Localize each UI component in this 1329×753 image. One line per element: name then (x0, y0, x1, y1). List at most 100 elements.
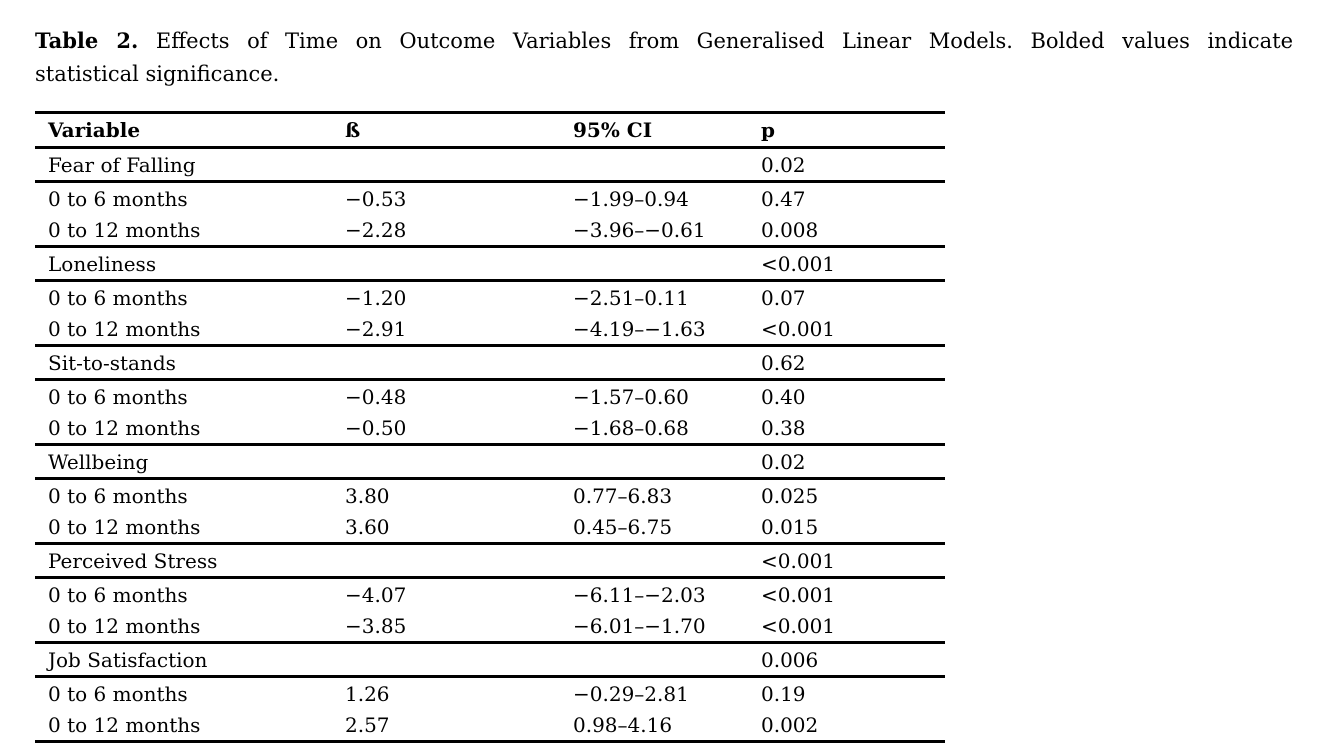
table-header-row: Variable ß 95% CI p (35, 113, 945, 148)
beta-cell: −0.48 (345, 384, 407, 409)
category-label: Loneliness (48, 251, 157, 276)
p-cell: <0.001 (761, 613, 836, 638)
header-beta: ß (345, 118, 361, 142)
ci-cell: −3.96–−0.61 (573, 217, 706, 242)
ci-cell-empty (573, 544, 761, 578)
header-ci: 95% CI (573, 118, 653, 142)
p-cell: 0.47 (761, 186, 806, 211)
category-row: Job Satisfaction 0.006 (35, 642, 945, 677)
variable-cell: 0 to 12 months (48, 415, 201, 440)
beta-cell: 1.26 (345, 681, 390, 706)
caption-text: Effects of Time on Outcome Variables fro… (155, 29, 1294, 53)
p-cell: 0.008 (761, 217, 819, 242)
header-variable: Variable (48, 118, 141, 142)
ci-cell-empty (573, 346, 761, 380)
beta-cell-empty (345, 445, 573, 479)
p-cell: 0.07 (761, 285, 806, 310)
p-cell: 0.62 (761, 350, 806, 375)
category-row: Perceived Stress <0.001 (35, 543, 945, 578)
p-cell: 0.025 (761, 483, 819, 508)
p-cell: 0.006 (761, 647, 819, 672)
beta-cell: −2.91 (345, 316, 407, 341)
p-cell: 0.02 (761, 152, 806, 177)
ci-cell: −0.29–2.81 (573, 681, 689, 706)
table-row: 0 to 6 months −0.53 −1.99–0.94 0.47 (35, 182, 945, 215)
p-cell: <0.001 (761, 548, 836, 573)
beta-cell: −1.20 (345, 285, 407, 310)
results-table: Variable ß 95% CI p Fear of Falling 0.02 0… (35, 111, 945, 743)
category-label: Wellbeing (48, 449, 149, 474)
category-row: Fear of Falling 0.02 (35, 147, 945, 182)
ci-cell: −4.19–−1.63 (573, 316, 706, 341)
beta-cell: −0.53 (345, 186, 407, 211)
p-cell: <0.001 (761, 251, 836, 276)
p-cell: 0.02 (761, 449, 806, 474)
beta-cell: 3.60 (345, 514, 390, 539)
table-row: 0 to 6 months −1.20 −2.51–0.11 0.07 (35, 281, 945, 314)
ci-cell-empty (573, 445, 761, 479)
beta-cell-empty (345, 247, 573, 281)
p-cell: 0.002 (761, 712, 819, 737)
variable-cell: 0 to 12 months (48, 514, 201, 539)
variable-cell: 0 to 6 months (48, 681, 188, 706)
p-cell: <0.001 (761, 316, 836, 341)
beta-cell: −3.85 (345, 613, 407, 638)
beta-cell: −0.50 (345, 415, 407, 440)
category-row: Loneliness <0.001 (35, 246, 945, 281)
caption-line-2: statistical significance. (35, 62, 280, 86)
table-row: 0 to 12 months 3.60 0.45–6.75 0.015 (35, 511, 945, 544)
table-row: 0 to 12 months −2.91 −4.19–−1.63 <0.001 (35, 313, 945, 346)
ci-cell: −1.57–0.60 (573, 384, 689, 409)
beta-cell: 3.80 (345, 483, 390, 508)
p-cell: 0.015 (761, 514, 819, 539)
ci-cell-empty (573, 247, 761, 281)
variable-cell: 0 to 6 months (48, 384, 188, 409)
beta-cell: 2.57 (345, 712, 390, 737)
p-cell: 0.38 (761, 415, 806, 440)
table-row: 0 to 6 months −4.07 −6.11–−2.03 <0.001 (35, 578, 945, 611)
table-row: 0 to 6 months −0.48 −1.57–0.60 0.40 (35, 380, 945, 413)
beta-cell: −4.07 (345, 582, 407, 607)
category-label: Job Satisfaction (48, 647, 208, 672)
category-label: Perceived Stress (48, 548, 218, 573)
table-body: Fear of Falling 0.02 0 to 6 months −0.53 −1.… (35, 147, 945, 742)
ci-cell-empty (573, 643, 761, 677)
ci-cell: 0.77–6.83 (573, 483, 673, 508)
variable-cell: 0 to 6 months (48, 483, 188, 508)
table-caption: Table 2. Effects of Time on Outcome Vari… (35, 24, 1293, 91)
p-cell: <0.001 (761, 582, 836, 607)
caption-label: Table 2. (35, 28, 139, 53)
ci-cell-empty (573, 148, 761, 182)
beta-cell: −2.28 (345, 217, 407, 242)
table-row: 0 to 6 months 1.26 −0.29–2.81 0.19 (35, 677, 945, 710)
variable-cell: 0 to 12 months (48, 712, 201, 737)
category-row: Sit-to-stands 0.62 (35, 345, 945, 380)
category-row: Wellbeing 0.02 (35, 444, 945, 479)
variable-cell: 0 to 12 months (48, 217, 201, 242)
variable-cell: 0 to 6 months (48, 582, 188, 607)
beta-cell-empty (345, 346, 573, 380)
ci-cell: −1.99–0.94 (573, 186, 689, 211)
table-row: 0 to 12 months 2.57 0.98–4.16 0.002 (35, 709, 945, 742)
beta-cell-empty (345, 148, 573, 182)
header-p: p (761, 118, 775, 142)
ci-cell: −2.51–0.11 (573, 285, 689, 310)
beta-cell-empty (345, 544, 573, 578)
ci-cell: −1.68–0.68 (573, 415, 689, 440)
table-row: 0 to 12 months −2.28 −3.96–−0.61 0.008 (35, 214, 945, 247)
category-label: Sit-to-stands (48, 350, 176, 375)
ci-cell: 0.45–6.75 (573, 514, 673, 539)
variable-cell: 0 to 12 months (48, 613, 201, 638)
table-row: 0 to 12 months −3.85 −6.01–−1.70 <0.001 (35, 610, 945, 643)
caption-line-1: Table 2. Effects of Time on Outcome Vari… (35, 24, 1293, 58)
variable-cell: 0 to 6 months (48, 186, 188, 211)
ci-cell: −6.11–−2.03 (573, 582, 706, 607)
ci-cell: −6.01–−1.70 (573, 613, 706, 638)
beta-cell-empty (345, 643, 573, 677)
table-row: 0 to 6 months 3.80 0.77–6.83 0.025 (35, 479, 945, 512)
p-cell: 0.40 (761, 384, 806, 409)
variable-cell: 0 to 12 months (48, 316, 201, 341)
ci-cell: 0.98–4.16 (573, 712, 673, 737)
table-row: 0 to 12 months −0.50 −1.68–0.68 0.38 (35, 412, 945, 445)
